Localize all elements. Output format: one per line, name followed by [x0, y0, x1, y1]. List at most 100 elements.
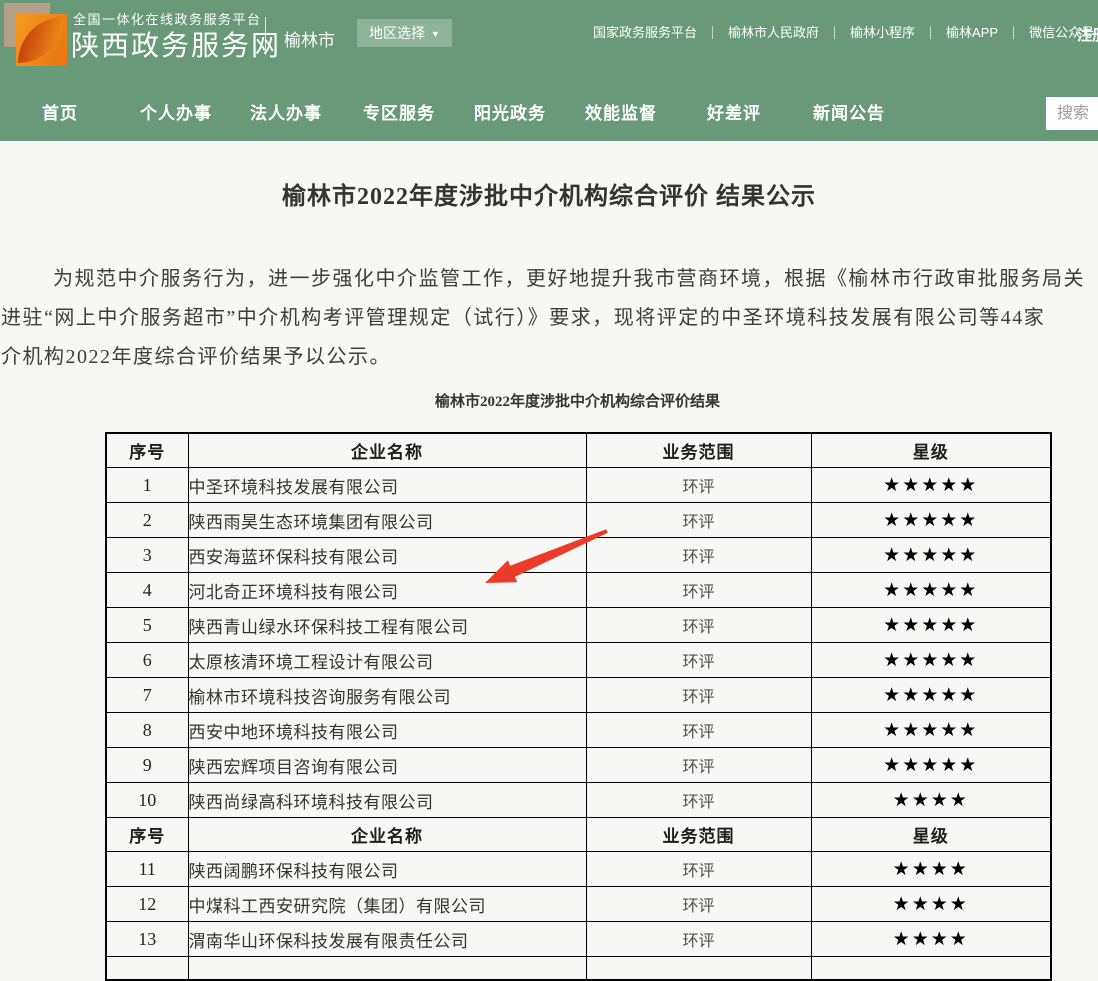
cell-company-name: 陕西雨昊生态环境集团有限公司: [187, 502, 587, 538]
column-header-stars: 星级: [810, 432, 1052, 468]
search-box: [1046, 97, 1098, 130]
site-title: 陕西政务服务网: [71, 30, 282, 61]
cell-star-rating: ★★★★★: [810, 467, 1052, 503]
region-select-label: 地区选择: [369, 25, 425, 41]
cell-company-name: 河北奇正环境科技有限公司: [187, 572, 587, 608]
table-row: 1 中圣环境科技发展有限公司 环评 ★★★★★: [105, 467, 1052, 503]
nav-item-special-zone-services[interactable]: 专区服务: [363, 104, 435, 123]
cell-no: 7: [105, 677, 189, 713]
paragraph-line: 为规范中介服务行为，进一步强化中介监管工作，更好地提升我市营商环境，根据《榆林市…: [53, 268, 1085, 290]
cell-scope: 环评: [585, 782, 812, 818]
cell-no: 8: [105, 712, 189, 748]
cell-no: 12: [105, 886, 189, 922]
table-row: 8 西安中地环境科技有限公司 环评 ★★★★★: [105, 712, 1052, 748]
nav-item-news[interactable]: 新闻公告: [813, 104, 885, 123]
table-row: 7 榆林市环境科技咨询服务有限公司 环评 ★★★★★: [105, 677, 1052, 713]
table-row: 12 中煤科工西安研究院（集团）有限公司 环评 ★★★★: [105, 886, 1052, 922]
cell-star-rating: ★★★★★: [810, 747, 1052, 783]
table-row: 2 陕西雨昊生态环境集团有限公司 环评 ★★★★★: [105, 502, 1052, 538]
cell-scope: 环评: [585, 502, 812, 538]
table-row: 4 河北奇正环境科技有限公司 环评 ★★★★★: [105, 572, 1052, 608]
cell-no: 11: [105, 851, 189, 887]
cell-company-name: 渭南华山环保科技发展有限责任公司: [187, 921, 587, 957]
cell-no: 13: [105, 921, 189, 957]
cell-no: 6: [105, 642, 189, 678]
region-select-button[interactable]: 地区选择 ▼: [357, 19, 452, 47]
cell-star-rating: ★★★★: [810, 886, 1052, 922]
top-link-app[interactable]: 榆林APP: [931, 26, 1015, 39]
cell-scope: 环评: [585, 921, 812, 957]
cell-no: 1: [105, 467, 189, 503]
cell-scope: 环评: [585, 572, 812, 608]
red-arrow-annotation: [485, 529, 608, 583]
cell-star-rating: ★★★★★: [810, 537, 1052, 573]
nav-item-open-government[interactable]: 阳光政务: [474, 104, 546, 123]
cell-scope: 环评: [585, 677, 812, 713]
platform-tagline: 全国一体化在线政务服务平台: [73, 12, 262, 27]
cell-company-name: 陕西宏辉项目咨询有限公司: [187, 747, 587, 783]
cell-star-rating: ★★★★★: [810, 712, 1052, 748]
announcement-paragraph: 为规范中介服务行为，进一步强化中介监管工作，更好地提升我市营商环境，根据《榆林市…: [1, 260, 1085, 377]
site-header: 全国一体化在线政务服务平台 陕西政务服务网 榆林市 地区选择 ▼ 国家政务服务平台…: [0, 0, 1098, 141]
column-header-scope: 业务范围: [585, 817, 812, 852]
column-header-stars: 星级: [810, 817, 1052, 852]
paragraph-line: 进驻“网上中介服务超市”中介机构考评管理规定（试行）》要求，现将评定的中圣环境科…: [1, 307, 1046, 329]
top-link-mini-program[interactable]: 榆林小程序: [835, 26, 932, 39]
table-header-row: 序号 企业名称 业务范围 星级: [105, 817, 1052, 852]
nav-item-home[interactable]: 首页: [42, 104, 78, 123]
cell-company-name: 榆林市环境科技咨询服务有限公司: [187, 677, 587, 713]
cell-scope: 环评: [585, 747, 812, 783]
cell-no: 4: [105, 572, 189, 608]
column-header-no: 序号: [105, 432, 189, 468]
top-link-wechat[interactable]: 微信公众号: [1029, 25, 1095, 40]
cell-star-rating: ★★★★★: [810, 572, 1052, 608]
cell-star-rating: ★★★★: [810, 921, 1052, 957]
page-title: 榆林市2022年度涉批中介机构综合评价 结果公示: [282, 184, 816, 210]
cell-company-name: 陕西青山绿水环保科技工程有限公司: [187, 607, 587, 643]
cell-scope: 环评: [585, 537, 812, 573]
column-header-name: 企业名称: [187, 817, 587, 852]
cell-star-rating: ★★★★: [810, 782, 1052, 818]
chevron-down-icon: ▼: [431, 29, 440, 39]
table-row: 9 陕西宏辉项目咨询有限公司 环评 ★★★★★: [105, 747, 1052, 783]
column-header-name: 企业名称: [187, 432, 587, 468]
cell-scope: 环评: [585, 642, 812, 678]
site-logo-icon[interactable]: [4, 3, 68, 67]
paragraph-line: 介机构2022年度综合评价结果予以公示。: [1, 346, 391, 368]
cell-no: 10: [105, 782, 189, 818]
cell-star-rating: ★★★★: [810, 851, 1052, 887]
nav-item-performance-supervision[interactable]: 效能监督: [585, 104, 657, 123]
table-row: 6 太原核清环境工程设计有限公司 环评 ★★★★★: [105, 642, 1052, 678]
search-input[interactable]: [1046, 97, 1098, 130]
cell-company-name: 中煤科工西安研究院（集团）有限公司: [187, 886, 587, 922]
register-link[interactable]: 注册: [1077, 27, 1098, 44]
cell-star-rating: ★★★★★: [810, 607, 1052, 643]
top-links: 国家政务服务平台 榆林市人民政府 榆林小程序 榆林APP 微信公众号: [578, 26, 1098, 39]
cell-company-name: 中圣环境科技发展有限公司: [187, 467, 587, 503]
cell-star-rating: ★★★★★: [810, 642, 1052, 678]
nav-item-legal-entity-services[interactable]: 法人办事: [250, 104, 322, 123]
nav-item-personal-services[interactable]: 个人办事: [140, 104, 212, 123]
cell-company-name: 陕西阔鹏环保科技有限公司: [187, 851, 587, 887]
cell-scope: 环评: [585, 712, 812, 748]
cell-company-name: 西安中地环境科技有限公司: [187, 712, 587, 748]
table-row-clipped: [105, 956, 1052, 981]
top-link-city-government[interactable]: 榆林市人民政府: [713, 26, 836, 39]
current-city-label: 榆林市: [284, 31, 335, 50]
column-header-no: 序号: [105, 817, 189, 852]
cell-scope: 环评: [585, 851, 812, 887]
table-row: 11 陕西阔鹏环保科技有限公司 环评 ★★★★: [105, 851, 1052, 887]
table-row: 5 陕西青山绿水环保科技工程有限公司 环评 ★★★★★: [105, 607, 1052, 643]
nav-item-rating[interactable]: 好差评: [707, 104, 761, 123]
cell-scope: 环评: [585, 607, 812, 643]
table-caption: 榆林市2022年度涉批中介机构综合评价结果: [434, 394, 720, 410]
top-link-national-platform[interactable]: 国家政务服务平台: [578, 26, 714, 39]
column-header-scope: 业务范围: [585, 432, 812, 468]
table-header-row: 序号 企业名称 业务范围 星级: [105, 432, 1052, 468]
cell-star-rating: ★★★★★: [810, 502, 1052, 538]
cell-company-name: 陕西尚绿高科环境科技有限公司: [187, 782, 587, 818]
cell-no: 9: [105, 747, 189, 783]
cell-no: 2: [105, 502, 189, 538]
cell-no: 5: [105, 607, 189, 643]
table-row: 3 西安海蓝环保科技有限公司 环评 ★★★★★: [105, 537, 1052, 573]
